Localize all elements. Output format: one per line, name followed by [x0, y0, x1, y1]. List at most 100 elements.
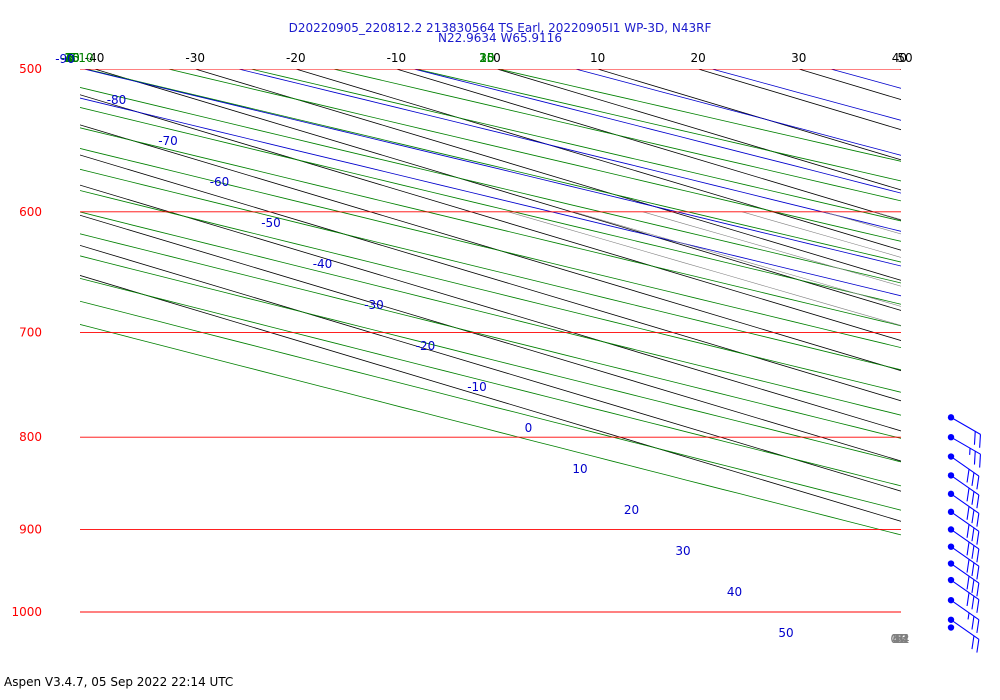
wind-barb-base — [947, 624, 955, 631]
moist-adiabat-label: -30 — [364, 298, 384, 312]
moist-adiabat-label: -90 — [55, 52, 75, 66]
dry-adiabat-label: 10 — [78, 51, 93, 65]
isotherm-label: -40 — [85, 51, 105, 65]
wind-barb-flag — [966, 576, 970, 590]
wind-barb-flag — [966, 469, 970, 483]
mixing-ratio-label: 40 — [892, 632, 907, 646]
wind-barb-base — [947, 433, 955, 441]
dry-adiabat-label: -15 — [60, 51, 80, 65]
wind-barb — [950, 619, 980, 653]
moist-adiabat-label: 0 — [525, 421, 533, 435]
wind-barb-staff — [950, 579, 980, 600]
wind-barb-flag — [966, 592, 970, 606]
mixing-ratio-line — [823, 211, 901, 235]
dry-adiabat-label: 30 — [479, 51, 494, 65]
dry-adiabat-line — [80, 190, 901, 393]
wind-barb — [950, 529, 980, 563]
footer-text: Aspen V3.4.7, 05 Sep 2022 22:14 UTC — [4, 675, 234, 689]
moist-adiabat-line — [413, 69, 901, 194]
moist-adiabat-label: 10 — [572, 462, 587, 476]
mixing-ratio-line — [941, 212, 1000, 635]
moist-adiabat-line — [83, 69, 901, 267]
wind-barb-flag — [967, 612, 970, 620]
moist-adiabat-line — [575, 69, 901, 156]
moist-adiabat-label: -40 — [313, 257, 333, 271]
dry-adiabat-line — [80, 300, 901, 511]
isotherm-line — [80, 94, 901, 341]
isotherm-label: 30 — [791, 51, 806, 65]
wind-barb — [950, 563, 980, 597]
dry-adiabat-line — [85, 69, 901, 263]
wind-barb-flag — [971, 562, 975, 577]
dry-adiabat-label: -30 — [60, 51, 80, 65]
mixing-ratio-label: 60 — [892, 632, 907, 646]
wind-barb-flag — [971, 579, 975, 593]
wind-barb-flag — [976, 475, 980, 490]
wind-barb-flag — [971, 616, 975, 630]
mixing-ratio-label: 0.1 — [890, 632, 909, 646]
isotherm-label: 10 — [590, 51, 605, 65]
isotherm-label: 40 — [892, 51, 907, 65]
pressure-label: 600 — [19, 205, 42, 219]
dry-adiabat-label: -40 — [60, 51, 80, 65]
dry-adiabat-line — [80, 127, 901, 327]
mixing-ratio-label: 2 — [896, 632, 904, 646]
wind-barb-staff — [950, 416, 981, 435]
wind-barb-flag — [971, 509, 975, 524]
moist-adiabat-label: 40 — [727, 585, 742, 599]
dry-adiabat-line — [80, 323, 901, 536]
wind-barb-staff — [950, 546, 980, 567]
wind-barb-staff — [950, 529, 980, 550]
pressure-label: 1000 — [11, 605, 42, 619]
pressure-label: 800 — [19, 430, 42, 444]
isotherm-line — [295, 69, 901, 251]
wind-barb-flag — [979, 454, 981, 468]
dry-adiabat-label: 5 — [66, 51, 74, 65]
wind-barb-flag — [971, 545, 975, 559]
isotherm-line — [899, 69, 901, 70]
dry-adiabat-line — [80, 277, 901, 487]
pressure-label: 700 — [19, 326, 42, 340]
dry-adiabat-line — [80, 168, 901, 371]
dry-adiabat-label: -35 — [60, 51, 80, 65]
isotherm-line — [496, 69, 901, 191]
wind-barb-column — [947, 414, 981, 653]
isotherm-line — [395, 69, 901, 221]
isotherm-label: -10 — [387, 51, 407, 65]
wind-barb-flag — [976, 548, 980, 563]
isotherm-line — [194, 69, 901, 281]
wind-barb-flag — [966, 542, 970, 556]
moist-adiabat-label: -60 — [210, 175, 230, 189]
wind-barb-flag — [966, 524, 970, 538]
mixing-ratio-label: 50 — [892, 632, 907, 646]
background-lines — [80, 69, 1000, 635]
moist-adiabat-label: -10 — [467, 380, 487, 394]
wind-barb-flag — [973, 451, 976, 465]
wind-barb-base — [947, 508, 955, 516]
mixing-ratio-label: 30 — [892, 632, 907, 646]
isotherm-line — [80, 244, 901, 492]
wind-barb-flag — [976, 582, 980, 597]
wind-barb — [950, 416, 981, 448]
dry-adiabat-line — [80, 107, 901, 305]
wind-barb-flag — [976, 513, 980, 527]
moist-adiabat-line — [830, 69, 901, 89]
isotherm-line — [80, 154, 901, 402]
moist-adiabat-label: -70 — [158, 134, 178, 148]
pressure-label: 500 — [19, 62, 42, 76]
dry-adiabat-label: -10 — [60, 51, 80, 65]
isotherm-label: 50 — [897, 51, 912, 65]
dry-adiabat-label: 35 — [479, 51, 494, 65]
isotherm-line — [80, 214, 901, 462]
moist-adiabat-line — [80, 97, 901, 297]
wind-barb-flag — [966, 487, 970, 502]
dry-adiabat-line — [415, 69, 901, 182]
moist-adiabat-label: 50 — [778, 626, 793, 640]
dry-adiabat-line — [250, 69, 901, 222]
mixing-ratio-label: 0.2 — [890, 632, 909, 646]
wind-barb — [950, 511, 980, 545]
isotherm-label: 0 — [493, 51, 501, 65]
mixing-ratio-label: 3 — [896, 632, 904, 646]
dry-adiabat-label: -25 — [60, 51, 80, 65]
